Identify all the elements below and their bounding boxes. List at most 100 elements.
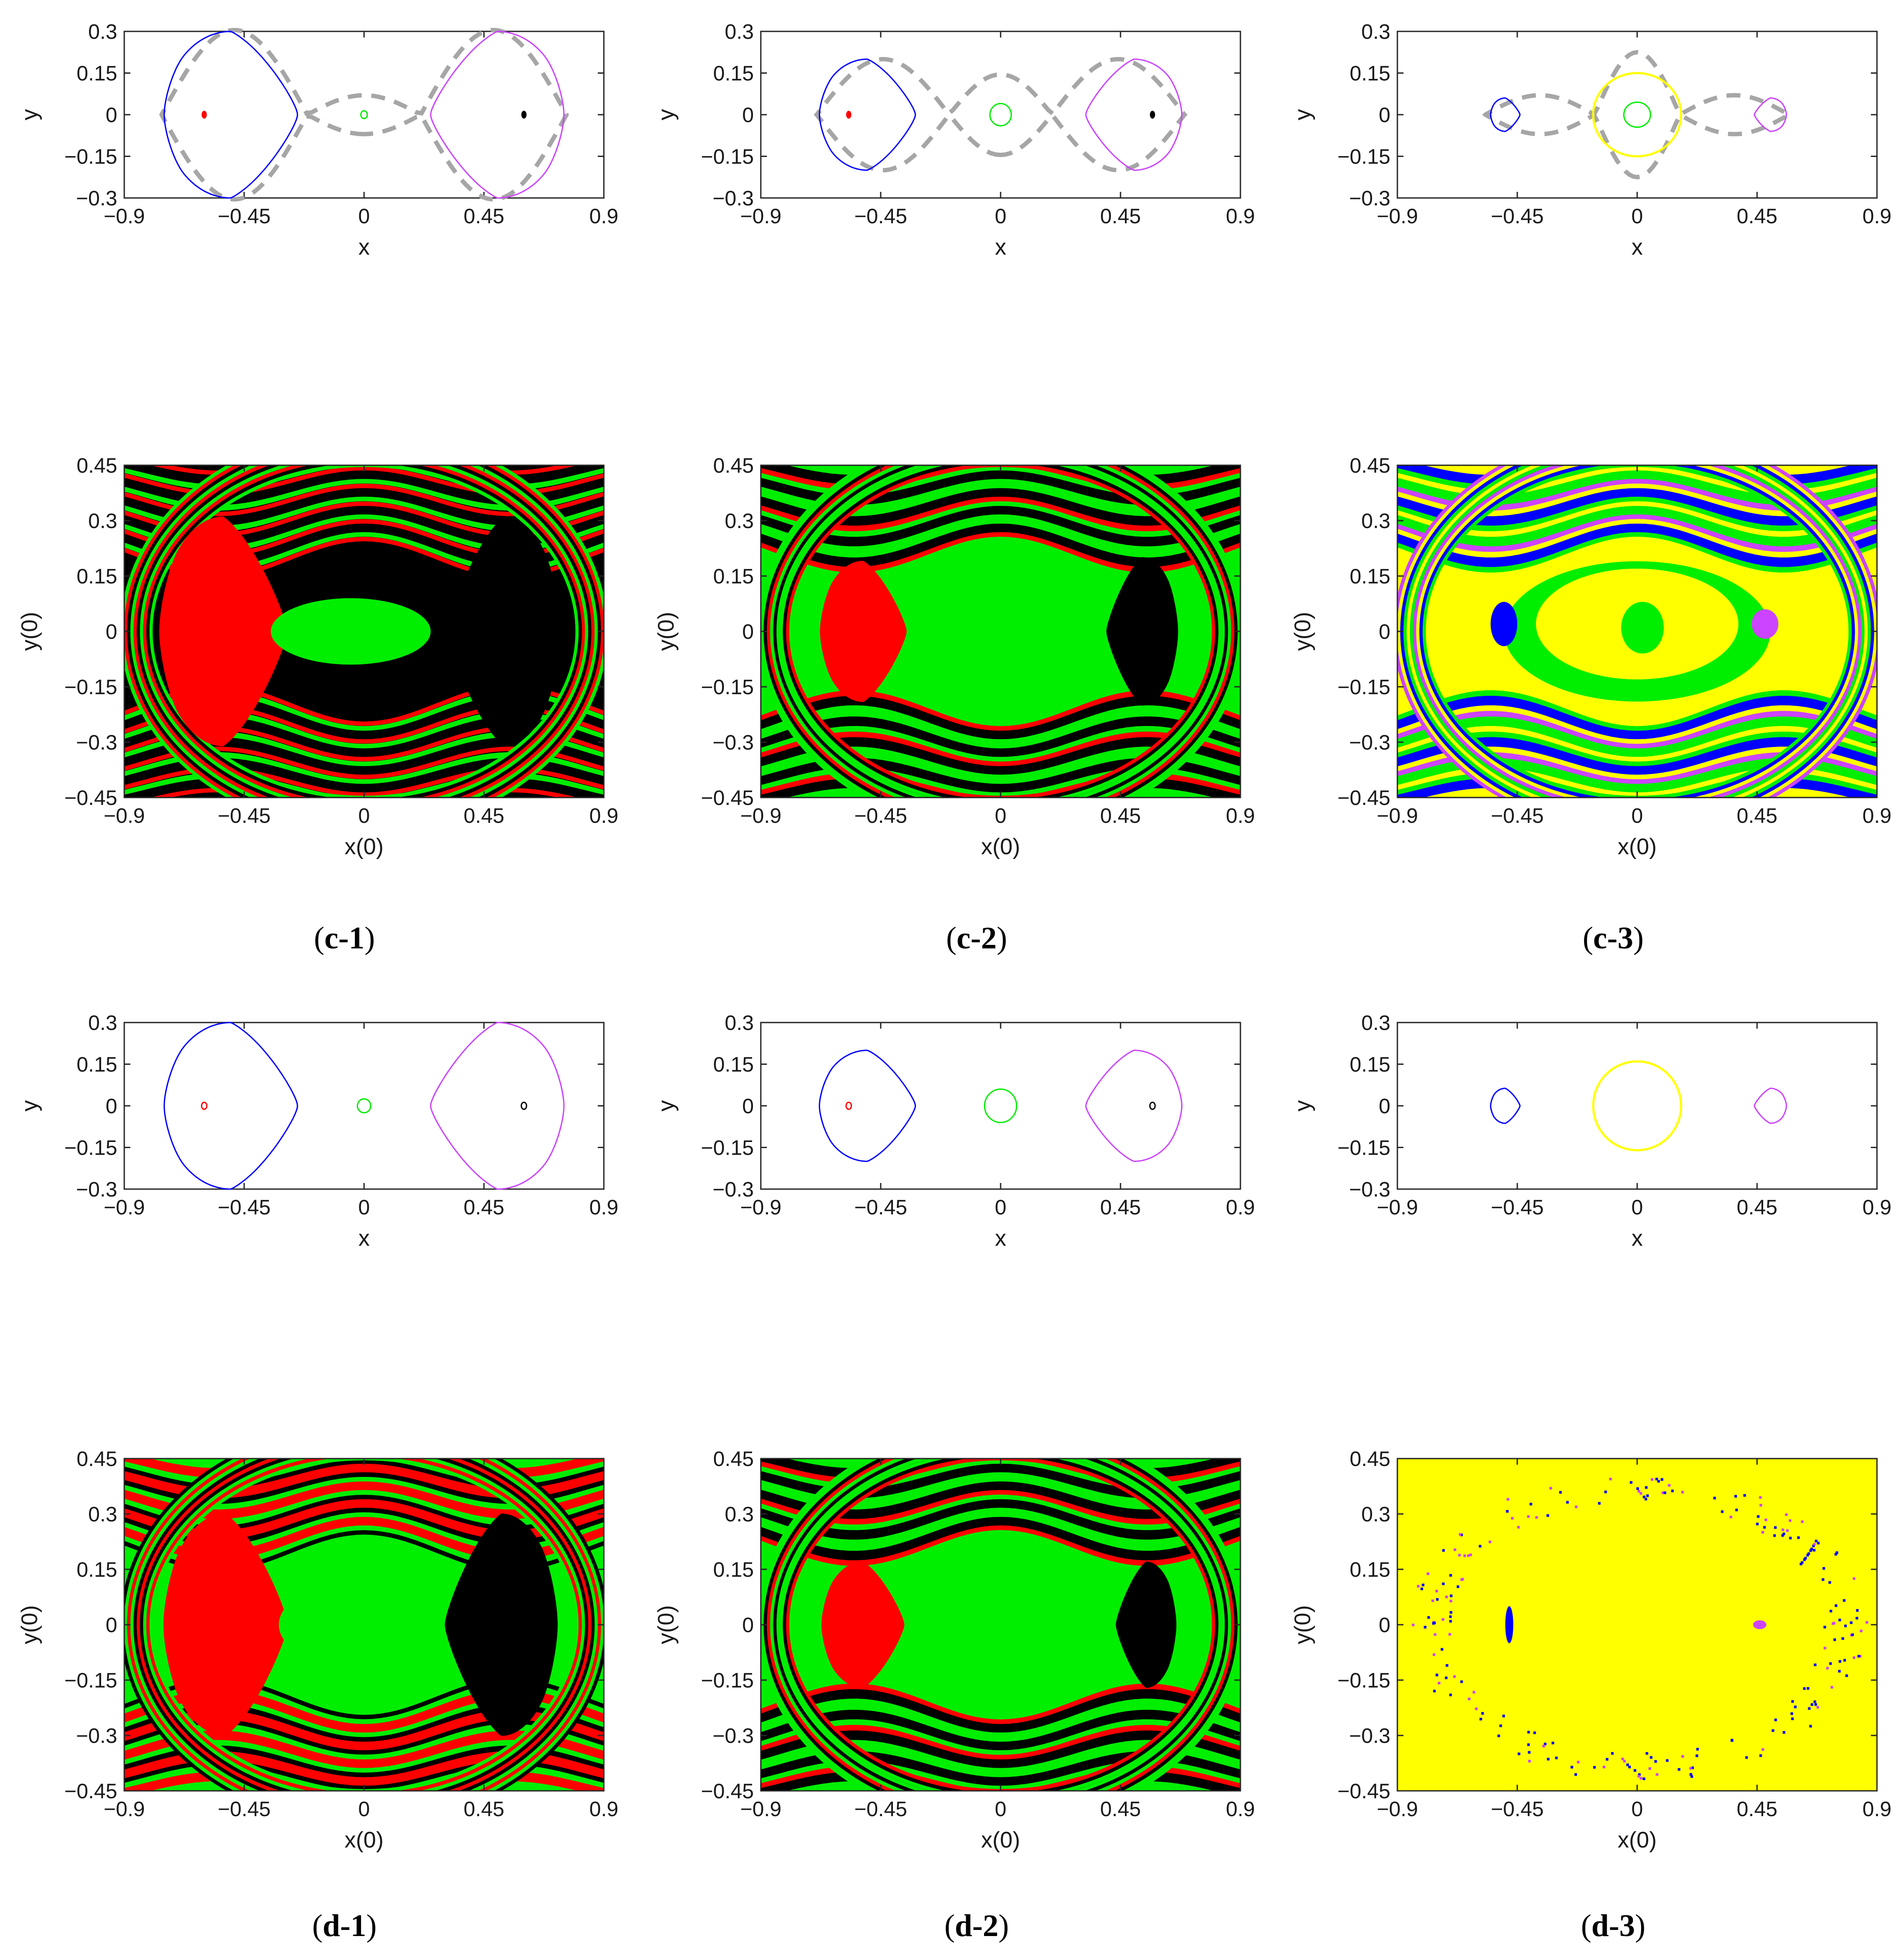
d3-basin-speck (1808, 1707, 1811, 1710)
c2-basin-band (761, 465, 1240, 484)
c1-phase-xtick-label: −0.45 (218, 205, 270, 228)
c2-basin-band (761, 726, 1240, 761)
d1-basin-ring (143, 1459, 586, 1791)
d3-basin-speck (1830, 1686, 1833, 1689)
d3-phase-curves (1490, 1060, 1787, 1152)
d3-basin-speck (1823, 1626, 1826, 1629)
c3-basin-ring (1403, 465, 1871, 798)
d3-basin-speck (1662, 1491, 1665, 1494)
c3-phase-separatrix (1482, 50, 1792, 180)
d2-basin-band (787, 1459, 1214, 1468)
d3-basin-speck (1689, 1773, 1693, 1776)
c3-basin-basin-blue (1490, 602, 1517, 646)
c3-basin-band (1397, 522, 1877, 567)
d3-basin-speck (1729, 1516, 1732, 1519)
d3-basin-speck (1475, 1707, 1478, 1710)
d3-basin-speck (1570, 1766, 1574, 1769)
d3-phase-xtick-label: 0.45 (1737, 1196, 1777, 1219)
d3-basin-speck (1786, 1529, 1789, 1532)
d3-basin-speck (1829, 1609, 1832, 1612)
d3-phase-orbit-yellow (1592, 1060, 1683, 1152)
d3-basin-speck (1628, 1766, 1631, 1769)
c2-basin-band (761, 537, 1240, 578)
d2-basin-band (761, 1704, 1240, 1744)
c1-phase-orbit-magenta (430, 31, 565, 199)
d1-basin-ring (149, 1459, 579, 1791)
d3-phase-axes: −0.9 −0.45 0 0.45 0.9 −0.3 −0.15 0 0.15 0.3 x y (1290, 1012, 1891, 1251)
c3-phase-orbit-yellow (1592, 72, 1683, 157)
panel-caption: (c-2) (946, 920, 1007, 955)
d3-basin-speck (1759, 1496, 1762, 1499)
c1-basin-xtick-label: 0.45 (463, 805, 504, 828)
c2-phase-ytick-label: 0.15 (713, 62, 754, 85)
d3-basin-speck (1517, 1752, 1520, 1756)
d2-basin-ring (766, 1459, 1235, 1791)
d3-basin-speck (1764, 1518, 1768, 1521)
c1-basin-ring (130, 465, 598, 798)
d3-basin-speck (1721, 1510, 1724, 1513)
d3-basin-speck (1817, 1541, 1820, 1544)
d3-basin-speck (1460, 1680, 1463, 1683)
d3-basin-speck (1427, 1616, 1430, 1619)
d3-basin-speck (1645, 1486, 1648, 1489)
c2-basin-band (787, 465, 1214, 475)
d3-basin-speck (1815, 1540, 1818, 1543)
d3-basin-ytick-label: 0.15 (1350, 1558, 1390, 1582)
c2-basin-band (761, 705, 1240, 744)
d3-basin-speck (1456, 1585, 1459, 1588)
d3-phase-xtick-label: 0 (1632, 1196, 1643, 1219)
c3-basin-ytick-label: 0.45 (1350, 454, 1390, 477)
c2-basin-band (761, 685, 1240, 726)
d1-basin-band (124, 1459, 604, 1478)
c1-basin-ring (149, 465, 579, 798)
d3-basin-speck (1823, 1647, 1826, 1650)
d3-basin-speck (1481, 1712, 1484, 1715)
d2-basin-band (761, 1698, 1240, 1737)
c2-basin-band (787, 788, 1214, 798)
d3-basin-speck (1759, 1503, 1762, 1507)
d2-basin-band (761, 1523, 1240, 1566)
d3-basin-speck (1853, 1656, 1856, 1659)
c3-basin-ytick-label: −0.3 (1349, 731, 1390, 754)
d2-phase-ytick-label: −0.3 (712, 1178, 754, 1201)
d3-basin-speck (1511, 1517, 1514, 1520)
c1-phase-ytick-label: −0.15 (65, 146, 117, 169)
d3-basin-speck (1499, 1724, 1502, 1727)
d3-basin-speck (1468, 1698, 1471, 1701)
d1-basin-band (124, 1495, 604, 1531)
c1-phase-xtick-label: −0.9 (104, 205, 145, 228)
d3-basin-speck (1757, 1515, 1760, 1518)
c3-basin-band (1397, 695, 1877, 740)
d3-basin-speck (1794, 1705, 1797, 1708)
d3-basin-speck (1431, 1599, 1434, 1602)
d3-basin-speck (1527, 1731, 1530, 1734)
c3-basin-band (1397, 726, 1877, 761)
d1-phase-ytick-label: −0.15 (65, 1137, 117, 1160)
d2-basin-ytick-label: −0.45 (701, 1780, 754, 1803)
d1-basin-xlabel: x(0) (344, 1827, 384, 1853)
c3-basin-band (1397, 465, 1877, 484)
d3-basin-speck (1450, 1594, 1453, 1597)
d3-basin-speck (1646, 1494, 1649, 1497)
d3-basin-speck (1642, 1777, 1645, 1780)
c2-basin-basin-black (1106, 557, 1179, 706)
d3-basin-speck (1433, 1653, 1436, 1656)
d3-basin-speck (1598, 1502, 1601, 1505)
c1-phase-axes: −0.9 −0.45 0 0.45 0.9 −0.3 −0.15 0 0.15 0.3 x y (17, 20, 618, 260)
d1-basin-xtick-label: −0.9 (104, 1798, 145, 1821)
d2-phase-orbit-black (1149, 1101, 1156, 1110)
panel-caption: (d-1) (312, 1908, 377, 1943)
d3-basin-speck (1467, 1554, 1470, 1557)
d3-basin-speck (1822, 1578, 1825, 1581)
c1-phase-ytick-label: 0 (106, 104, 117, 127)
d3-basin-speck (1436, 1598, 1439, 1601)
d3-basin-speck (1774, 1718, 1777, 1722)
d3-basin-speck (1781, 1534, 1784, 1537)
c2-phase-point-black (1150, 111, 1155, 119)
d3-basin-speck (1735, 1508, 1738, 1511)
d2-basin-xlabel: x(0) (981, 1827, 1020, 1853)
d3-basin-speck (1865, 1621, 1868, 1624)
d3-basin-speck (1660, 1478, 1663, 1481)
d2-basin-band (761, 1683, 1240, 1727)
d3-basin-speck (1655, 1773, 1659, 1776)
